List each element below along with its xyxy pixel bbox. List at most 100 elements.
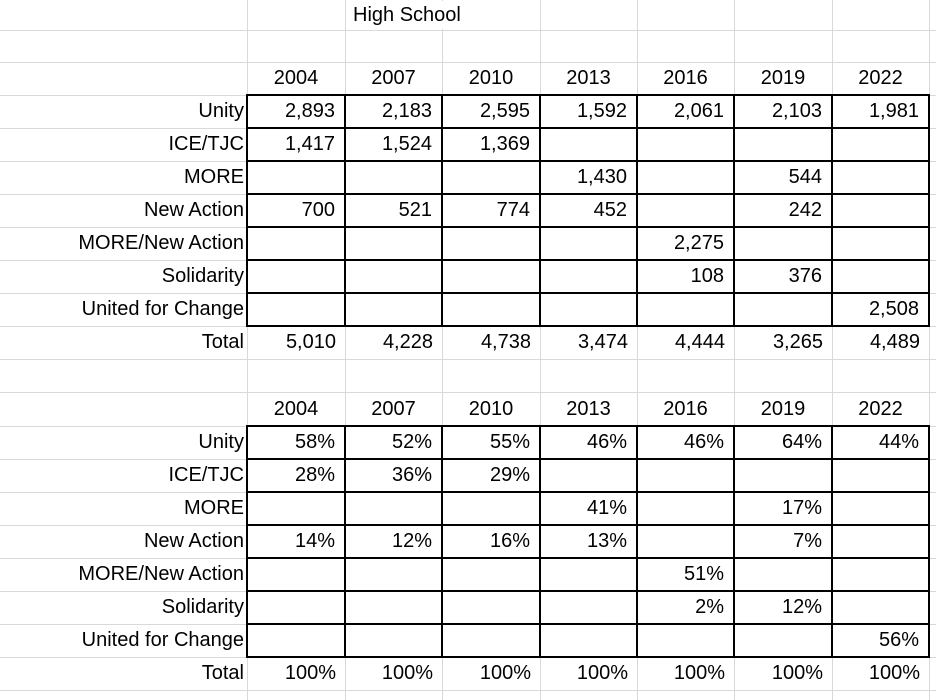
data-cell[interactable]: 29% [441,458,541,493]
data-cell[interactable] [246,491,346,526]
total-cell[interactable]: 3,265 [772,331,823,353]
data-cell[interactable] [344,623,443,658]
data-cell[interactable]: 2,103 [733,94,833,129]
data-cell[interactable]: 774 [441,193,541,228]
data-cell[interactable]: 242 [733,193,833,228]
year-header-cell[interactable]: 2019 [760,398,806,420]
data-cell[interactable] [246,292,346,327]
row-label-ice-tjc[interactable]: ICE/TJC [168,133,244,155]
data-cell[interactable]: 452 [539,193,638,228]
total-cell[interactable]: 100% [381,662,433,684]
data-cell[interactable]: 51% [636,557,735,592]
row-label-united-for-change[interactable]: United for Change [81,629,244,651]
year-header-cell[interactable]: 2022 [858,67,903,89]
year-header-cell[interactable]: 2007 [371,398,416,420]
data-cell[interactable] [831,160,930,195]
total-cell[interactable]: 4,228 [382,331,433,353]
data-cell[interactable] [344,160,443,195]
data-cell[interactable] [246,590,346,625]
data-cell[interactable] [344,557,443,592]
data-cell[interactable] [441,259,541,294]
total-cell[interactable]: 100% [284,662,336,684]
data-cell[interactable] [539,557,638,592]
data-cell[interactable] [831,557,930,592]
data-cell[interactable] [636,127,735,162]
total-cell[interactable]: 4,444 [674,331,725,353]
year-header-cell[interactable]: 2013 [566,398,611,420]
data-cell[interactable] [636,458,735,493]
data-cell[interactable]: 2,595 [441,94,541,129]
row-label-more[interactable]: MORE [184,166,244,188]
data-cell[interactable] [539,292,638,327]
data-cell[interactable]: 1,981 [831,94,930,129]
data-cell[interactable] [733,127,833,162]
data-cell[interactable] [733,557,833,592]
total-cell[interactable]: 100% [673,662,725,684]
data-cell[interactable] [733,458,833,493]
data-cell[interactable] [344,491,443,526]
data-cell[interactable] [831,226,930,261]
year-header-cell[interactable]: 2007 [371,67,416,89]
data-cell[interactable]: 1,369 [441,127,541,162]
data-cell[interactable] [246,226,346,261]
sheet-title-cell[interactable]: High School [346,1,485,29]
data-cell[interactable] [344,259,443,294]
row-label-solidarity[interactable]: Solidarity [161,596,244,618]
row-label-new-action[interactable]: New Action [143,530,244,552]
year-header-cell[interactable]: 2010 [468,67,514,89]
data-cell[interactable] [539,226,638,261]
year-header-cell[interactable]: 2022 [858,398,903,420]
data-cell[interactable]: 46% [636,425,735,460]
data-cell[interactable] [539,623,638,658]
data-cell[interactable]: 1,430 [539,160,638,195]
row-label-unity[interactable]: Unity [198,431,244,453]
data-cell[interactable]: 28% [246,458,346,493]
data-cell[interactable] [441,590,541,625]
data-cell[interactable] [539,458,638,493]
data-cell[interactable] [441,226,541,261]
row-label-ice-tjc[interactable]: ICE/TJC [168,464,244,486]
data-cell[interactable] [539,590,638,625]
data-cell[interactable] [733,292,833,327]
row-label-unity[interactable]: Unity [198,100,244,122]
data-cell[interactable]: 46% [539,425,638,460]
data-cell[interactable] [441,292,541,327]
data-cell[interactable] [539,127,638,162]
year-header-cell[interactable]: 2010 [468,398,514,420]
data-cell[interactable] [831,259,930,294]
data-cell[interactable] [733,226,833,261]
total-cell[interactable]: 100% [771,662,823,684]
data-cell[interactable] [831,193,930,228]
data-cell[interactable] [246,259,346,294]
data-cell[interactable]: 12% [344,524,443,559]
total-cell[interactable]: 3,474 [577,331,628,353]
data-cell[interactable] [246,557,346,592]
data-cell[interactable] [636,623,735,658]
total-cell[interactable]: 100% [576,662,628,684]
row-label-united-for-change[interactable]: United for Change [81,298,244,320]
year-header-cell[interactable]: 2013 [566,67,611,89]
data-cell[interactable] [246,160,346,195]
data-cell[interactable]: 2,183 [344,94,443,129]
data-cell[interactable]: 16% [441,524,541,559]
data-cell[interactable]: 13% [539,524,638,559]
data-cell[interactable]: 58% [246,425,346,460]
data-cell[interactable] [539,259,638,294]
total-cell[interactable]: 100% [479,662,531,684]
data-cell[interactable]: 376 [733,259,833,294]
data-cell[interactable] [831,491,930,526]
data-cell[interactable] [344,292,443,327]
data-cell[interactable] [636,160,735,195]
data-cell[interactable]: 2,275 [636,226,735,261]
row-label-solidarity[interactable]: Solidarity [161,265,244,287]
data-cell[interactable]: 36% [344,458,443,493]
data-cell[interactable]: 12% [733,590,833,625]
row-label-more-new-action[interactable]: MORE/New Action [78,232,244,254]
data-cell[interactable] [344,590,443,625]
year-header-cell[interactable]: 2004 [273,398,319,420]
data-cell[interactable] [636,491,735,526]
data-cell[interactable]: 56% [831,623,930,658]
data-cell[interactable]: 2,061 [636,94,735,129]
data-cell[interactable]: 521 [344,193,443,228]
total-cell[interactable]: 100% [868,662,920,684]
